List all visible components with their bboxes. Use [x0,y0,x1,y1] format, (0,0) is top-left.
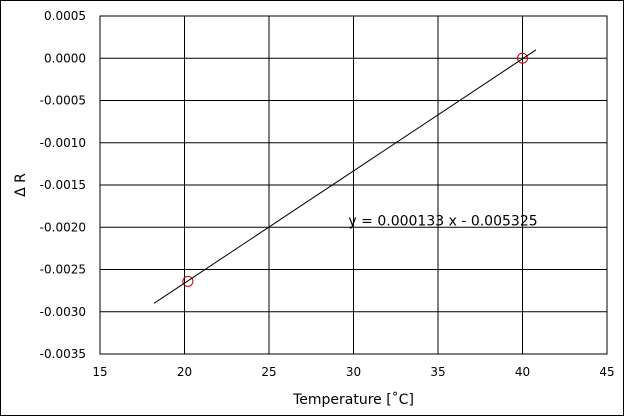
x-tick-label: 40 [515,365,530,379]
x-tick-label: 30 [346,365,361,379]
y-axis-ticks: 0.0005 0.0000 -0.0005 -0.0010 -0.0015 -0.0020… [40,9,86,361]
x-tick-label: 20 [177,365,192,379]
y-tick-label: -0.0010 [40,136,86,150]
x-axis-ticks: 15 20 25 30 35 40 45 [92,365,614,379]
y-tick-label: -0.0020 [40,220,86,234]
x-tick-label: 35 [430,365,445,379]
x-tick-label: 25 [261,365,276,379]
trendline-equation: y = 0.000133 x - 0.005325 [348,213,537,229]
x-axis-title: Temperature [˚C] [292,391,414,408]
y-tick-label: 0.0000 [44,51,86,65]
x-tick-label: 15 [92,365,107,379]
y-axis-title: Δ R [13,173,29,197]
trendline [153,49,537,304]
y-tick-label: -0.0035 [40,347,86,361]
y-tick-label: -0.0015 [40,178,86,192]
x-tick-label: 45 [599,365,614,379]
y-tick-label: 0.0005 [44,9,86,23]
grid-lines [99,15,608,355]
data-point [182,275,194,287]
y-tick-label: -0.0025 [40,263,86,277]
data-point [517,52,528,64]
series-layer [153,49,537,304]
plot-area [99,15,608,355]
y-tick-label: -0.0030 [40,305,86,319]
y-tick-label: -0.0005 [40,94,86,108]
